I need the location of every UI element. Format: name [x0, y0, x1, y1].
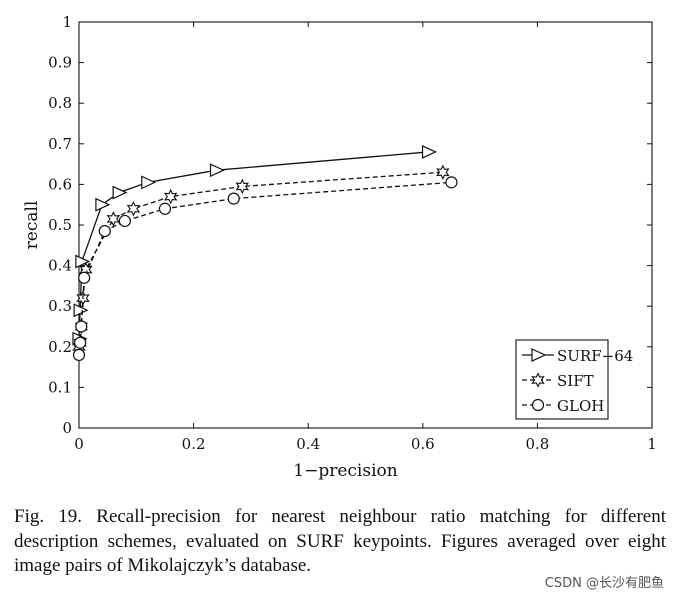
data-point: [78, 271, 91, 284]
x-tick-label: 1: [647, 435, 657, 453]
x-tick-label: 0.2: [182, 435, 206, 453]
data-point: [118, 214, 131, 228]
y-tick-label: 1: [62, 13, 72, 31]
data-point: [158, 202, 172, 215]
data-point: [141, 175, 157, 190]
legend-item: GLOH: [522, 397, 604, 415]
y-tick-label: 0: [62, 419, 72, 437]
chart-svg: 0 0.2 0.4 0.6 0.8 1 0 0.1 0.2 0.3 0.4 0.5 0.6 0.7 0.8 0…: [22, 13, 657, 481]
y-tick-label: 0.3: [48, 297, 72, 315]
y-tick-label: 0.9: [48, 54, 72, 72]
y-tick-label: 0.2: [48, 338, 72, 356]
data-point: [126, 200, 141, 217]
data-point: [73, 303, 89, 318]
legend-item: SURF−64: [522, 347, 633, 365]
data-point: [445, 176, 458, 189]
x-axis-label: 1−precision: [293, 461, 397, 481]
data-point: [227, 192, 240, 205]
figure-caption: Fig. 19. Recall-precision for nearest ne…: [14, 506, 666, 576]
data-point: [421, 144, 437, 159]
y-tick-label: 0.8: [48, 94, 72, 112]
legend-item: SIFT: [522, 372, 594, 390]
data-point: [112, 185, 128, 200]
series-1: [72, 164, 450, 355]
recall-precision-chart: 0 0.2 0.4 0.6 0.8 1 0 0.1 0.2 0.3 0.4 0.5 0.6 0.7 0.8 0…: [22, 13, 657, 481]
series-line: [78, 151, 429, 339]
data-point: [75, 320, 88, 333]
data-point: [209, 163, 225, 178]
data-point: [106, 211, 121, 227]
data-point: [74, 336, 87, 349]
y-tick-label: 0.5: [48, 216, 72, 234]
y-tick-label: 0.1: [48, 378, 72, 396]
data-point: [163, 188, 178, 205]
x-tick-label: 0: [74, 435, 84, 453]
data-point: [235, 178, 250, 195]
data-point: [75, 254, 91, 269]
series-line: [78, 171, 443, 347]
y-tick-label: 0.7: [48, 135, 72, 153]
x-tick-label: 0.8: [525, 435, 549, 453]
legend-label: GLOH: [557, 397, 604, 415]
y-tick-label: 0.6: [48, 175, 72, 193]
data-point: [436, 164, 450, 180]
data-point: [72, 348, 86, 362]
x-tick-label: 0.4: [296, 435, 320, 453]
axes-layer: 0 0.2 0.4 0.6 0.8 1 0 0.1 0.2 0.3 0.4 0.5 0.6 0.7 0.8 0…: [22, 13, 657, 481]
legend: SURF−64 SIFT GLOH: [515, 339, 633, 420]
legend-label: SURF−64: [557, 347, 633, 365]
y-tick-label: 0.4: [48, 257, 72, 275]
data-point: [98, 224, 111, 238]
csdn-watermark: CSDN @长沙有肥鱼: [544, 576, 664, 591]
series-0: [72, 144, 437, 346]
x-tick-label: 0.6: [411, 435, 435, 453]
legend-label: SIFT: [557, 372, 594, 390]
series-2: [72, 176, 458, 362]
legend-marker: [531, 348, 547, 362]
data-point: [95, 197, 111, 212]
series-layer: [72, 144, 458, 362]
y-axis-label: recall: [22, 201, 42, 250]
legend-marker: [531, 398, 545, 412]
legend-marker: [531, 372, 545, 388]
